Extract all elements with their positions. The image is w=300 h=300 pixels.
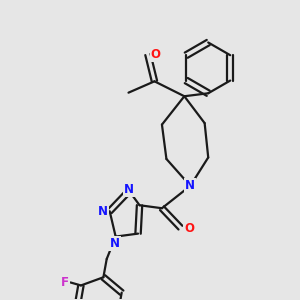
Text: F: F: [61, 276, 69, 289]
Text: N: N: [110, 237, 119, 250]
Text: N: N: [185, 179, 195, 192]
Text: O: O: [184, 222, 194, 235]
Text: N: N: [124, 183, 134, 196]
Text: O: O: [151, 48, 161, 61]
Text: N: N: [98, 205, 108, 218]
